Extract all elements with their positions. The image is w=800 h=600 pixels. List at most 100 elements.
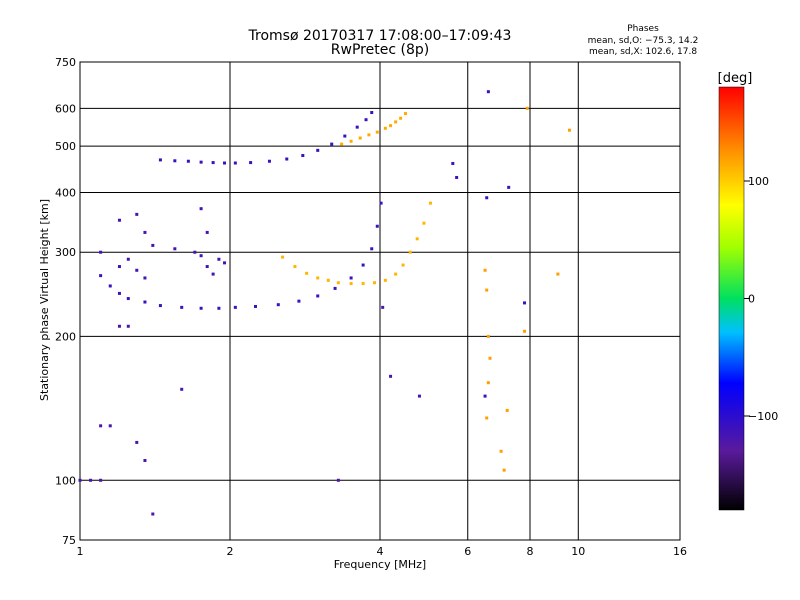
data-point	[349, 282, 353, 286]
data-point	[78, 478, 82, 482]
data-point	[143, 458, 147, 462]
data-point	[486, 334, 490, 338]
stats-x-mode: mean, sd,X: 102.6, 17.8	[589, 47, 697, 57]
data-point	[336, 281, 340, 285]
data-point	[370, 247, 374, 251]
x-tick-label: 4	[377, 545, 384, 558]
data-point	[199, 254, 203, 258]
data-point	[205, 230, 209, 234]
y-tick-label: 100	[55, 474, 76, 487]
data-point	[316, 294, 320, 298]
colorbar-gradient	[719, 87, 744, 510]
data-point	[186, 159, 190, 163]
data-point	[158, 158, 162, 162]
x-axis-ticks: 1 2 4 6 8 10 16	[77, 545, 688, 558]
data-point	[193, 250, 197, 254]
data-point	[355, 125, 359, 129]
data-point	[326, 278, 330, 282]
data-point	[126, 257, 130, 261]
y-tick-label: 750	[55, 56, 76, 69]
data-point	[383, 278, 387, 282]
data-point	[301, 154, 305, 158]
data-point	[336, 478, 340, 482]
data-point	[316, 148, 320, 152]
data-point	[373, 281, 377, 285]
y-tick-label: 600	[55, 102, 76, 115]
data-point	[333, 286, 337, 290]
data-point	[361, 282, 365, 286]
data-point	[455, 175, 459, 179]
y-tick-label: 75	[62, 534, 76, 547]
data-point	[556, 272, 560, 276]
data-point	[361, 263, 365, 267]
data-points	[78, 90, 571, 516]
data-point	[486, 381, 490, 385]
x-tick-label: 16	[673, 545, 687, 558]
data-point	[151, 243, 155, 247]
data-point	[180, 387, 184, 391]
y-tick-label: 500	[55, 140, 76, 153]
data-point	[99, 274, 103, 278]
data-point	[158, 304, 162, 308]
data-point	[486, 90, 490, 94]
x-tick-label: 6	[464, 545, 471, 558]
data-point	[505, 408, 509, 412]
data-point	[143, 230, 147, 234]
data-point	[349, 276, 353, 280]
data-point	[343, 134, 347, 138]
x-axis-label: Frequency [MHz]	[334, 558, 426, 571]
data-point	[523, 301, 527, 305]
data-point	[507, 185, 511, 189]
data-point	[401, 263, 405, 267]
y-axis-ticks: 75 100 200 300 400 500 600 750	[55, 56, 76, 547]
data-point	[483, 268, 487, 272]
colorbar-ticks: 100 0 −100	[744, 175, 778, 423]
data-point	[389, 124, 393, 128]
data-point	[276, 303, 280, 307]
data-point	[108, 284, 112, 288]
data-point	[199, 306, 203, 310]
x-tick-label: 8	[527, 545, 534, 558]
data-point	[525, 106, 529, 110]
data-point	[394, 272, 398, 276]
data-point	[173, 159, 177, 163]
data-point	[349, 139, 353, 143]
data-point	[485, 288, 489, 292]
data-point	[399, 116, 403, 120]
data-point	[135, 268, 139, 272]
stats-heading: Phases	[627, 24, 659, 34]
chart-title: Tromsø 20170317 17:08:00–17:09:43	[248, 28, 512, 44]
data-point	[417, 394, 421, 398]
data-point	[89, 478, 93, 482]
y-tick-label: 300	[55, 246, 76, 259]
data-point	[389, 374, 393, 378]
data-point	[117, 265, 121, 269]
data-point	[403, 112, 407, 116]
data-point	[223, 161, 227, 165]
data-point	[381, 305, 385, 309]
data-point	[499, 449, 503, 453]
data-point	[383, 126, 387, 130]
data-point	[567, 128, 571, 132]
data-point	[502, 468, 506, 472]
data-point	[108, 424, 112, 428]
data-point	[428, 201, 432, 205]
data-point	[281, 255, 285, 259]
data-point	[415, 237, 419, 241]
data-point	[293, 265, 297, 269]
data-point	[340, 142, 344, 146]
data-point	[117, 324, 121, 328]
y-axis-label: Stationary phase Virtual Height [km]	[38, 199, 51, 401]
data-point	[485, 196, 489, 200]
data-point	[379, 201, 383, 205]
gridlines	[80, 62, 680, 540]
colorbar-tick-label: 100	[748, 175, 769, 188]
data-point	[485, 416, 489, 420]
data-point	[305, 271, 309, 275]
colorbar-label: [deg]	[718, 71, 753, 86]
data-point	[364, 118, 368, 122]
chart-subtitle: RwPretec (8p)	[331, 42, 429, 58]
data-point	[375, 130, 379, 134]
data-point	[126, 297, 130, 301]
